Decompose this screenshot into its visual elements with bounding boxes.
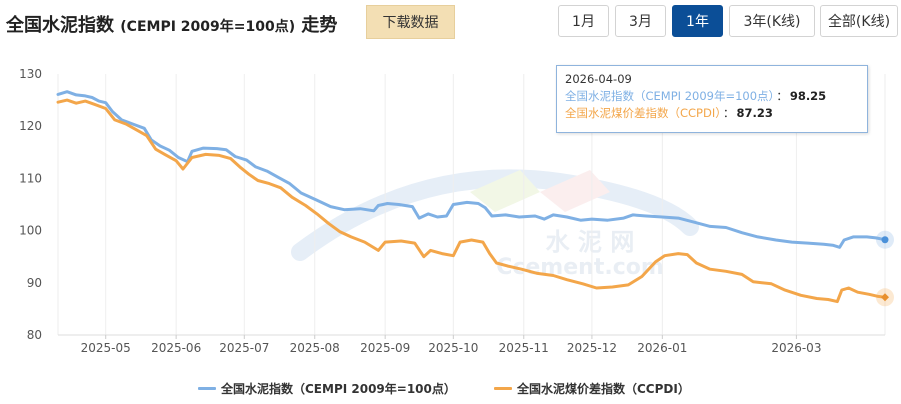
tooltip-separator: ： [723, 106, 735, 120]
tooltip-row-ccpdi: 全国水泥煤价差指数（CCPDI）： 87.23 [565, 105, 859, 122]
range-1-month-button[interactable]: 1月 [558, 5, 609, 37]
page-title: 全国水泥指数 (CEMPI 2009年=100点) 走势 [6, 11, 337, 37]
y-tick-label: 90 [27, 276, 42, 290]
legend-item-ccpdi[interactable]: 全国水泥煤价差指数（CCPDI） [494, 380, 690, 397]
tooltip-cempi-label: 全国水泥指数（CEMPI 2009年=100点） [565, 89, 775, 103]
x-tick-label: 2025-06 [151, 341, 201, 355]
y-tick-label: 100 [19, 224, 42, 238]
y-axis: 80 90 100 110 120 130 [19, 67, 42, 342]
data-point-ccpdi [881, 293, 889, 302]
tooltip-ccpdi-label: 全国水泥煤价差指数（CCPDI） [565, 106, 721, 120]
y-tick-label: 120 [19, 119, 42, 133]
tooltip-date: 2026-04-09 [565, 72, 632, 86]
x-tick-label: 2025-07 [219, 341, 269, 355]
chart-series [56, 90, 887, 304]
y-tick-label: 130 [19, 67, 42, 81]
watermark-text: 水 泥 网 [546, 228, 635, 256]
tooltip-cempi-value: 98.25 [789, 89, 827, 103]
series-line-cempi [56, 90, 887, 249]
chart-tooltip: 2026-04-09 全国水泥指数（CEMPI 2009年=100点）： 98.2… [556, 65, 868, 133]
x-tick-label: 2026-01 [637, 341, 687, 355]
hover-markers [876, 230, 894, 307]
tooltip-row-cempi: 全国水泥指数（CEMPI 2009年=100点）： 98.25 [565, 88, 859, 105]
x-tick-label: 2025-08 [290, 341, 340, 355]
download-data-button[interactable]: 下载数据 [366, 5, 455, 39]
range-3-month-button[interactable]: 3月 [615, 5, 666, 37]
tooltip-separator: ： [776, 89, 788, 103]
title-unit: (CEMPI 2009年=100点) [120, 19, 296, 35]
legend-swatch-cempi [198, 387, 216, 390]
title-main: 全国水泥指数 [6, 15, 114, 36]
x-tick-label: 2025-12 [567, 341, 617, 355]
data-point-cempi [881, 236, 889, 244]
watermark-swoosh [291, 169, 699, 261]
legend-label-cempi: 全国水泥指数（CEMPI 2009年=100点） [221, 382, 456, 396]
chart-legend: 全国水泥指数（CEMPI 2009年=100点） 全国水泥煤价差指数（CCPDI… [0, 380, 901, 398]
legend-item-cempi[interactable]: 全国水泥指数（CEMPI 2009年=100点） [198, 380, 456, 397]
y-tick-label: 80 [27, 328, 42, 342]
legend-label-ccpdi: 全国水泥煤价差指数（CCPDI） [517, 382, 690, 396]
x-tick-label: 2025-10 [428, 341, 478, 355]
x-tick-label: 2025-05 [81, 341, 131, 355]
watermark-shape [470, 170, 540, 212]
watermark-text: Ccement.com [496, 255, 664, 280]
x-tick-label: 2025-09 [360, 341, 410, 355]
chart-header: 全国水泥指数 (CEMPI 2009年=100点) 走势 下载数据 1月 3月 … [0, 0, 901, 44]
y-tick-label: 110 [19, 171, 42, 185]
range-3-year-kline-button[interactable]: 3年(K线) [729, 5, 815, 37]
series-line-ccpdi [56, 98, 887, 304]
x-tick-label: 2026-03 [771, 341, 821, 355]
range-all-kline-button[interactable]: 全部(K线) [820, 5, 898, 37]
tooltip-ccpdi-value: 87.23 [736, 106, 773, 120]
range-1-year-button[interactable]: 1年 [672, 5, 723, 37]
title-suffix: 走势 [301, 15, 338, 36]
x-tick-label: 2025-11 [499, 341, 549, 355]
x-axis: 2025-05 2025-06 2025-07 2025-08 2025-09 2025-… [81, 335, 821, 355]
legend-swatch-ccpdi [494, 387, 512, 390]
watermark-shape [540, 170, 610, 212]
